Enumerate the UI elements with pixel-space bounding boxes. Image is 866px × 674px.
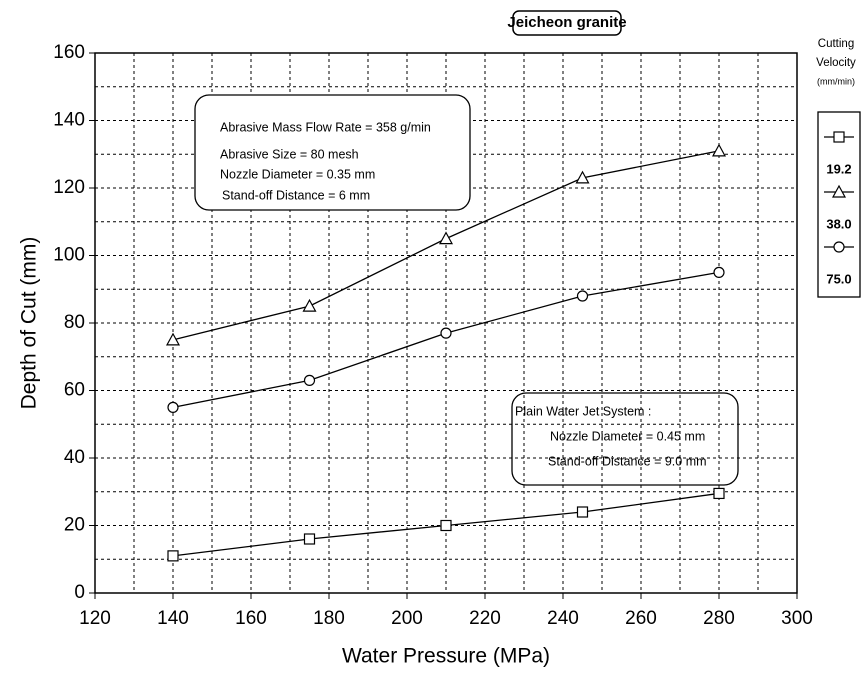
annotation-box [194, 94, 471, 211]
data-point [711, 143, 727, 157]
legend-title: Velocity [816, 57, 856, 69]
data-point [576, 290, 589, 302]
chart-title: Jeicheon granite [507, 14, 626, 31]
x-tick-label: 240 [547, 608, 579, 629]
annotation-text: Abrasive Size = 80 mesh [220, 147, 359, 161]
annotation-text: Stand-off Distance = 6 mm [222, 188, 370, 202]
title-box [512, 10, 622, 36]
data-point [167, 401, 179, 413]
legend-marker [833, 131, 845, 143]
x-tick-label: 300 [781, 608, 813, 629]
plot-frame [94, 52, 798, 594]
data-point [303, 374, 316, 386]
y-tick-label: 120 [53, 177, 85, 198]
data-point [575, 170, 590, 184]
data-point [167, 550, 179, 562]
data-point [302, 298, 317, 312]
series-line [172, 271, 720, 409]
y-tick-label: 80 [64, 312, 85, 333]
data-point [576, 506, 589, 518]
x-tick-label: 180 [313, 608, 345, 629]
y-tick-label: 20 [64, 515, 85, 536]
y-axis-title: Depth of Cut (mm) [18, 237, 41, 410]
x-tick-label: 220 [469, 608, 501, 629]
legend-title: (mm/min) [817, 76, 855, 86]
x-tick-label: 120 [79, 608, 111, 629]
legend-marker [833, 241, 845, 253]
annotation-text: Nozzle Diameter = 0.45 mm [550, 429, 705, 443]
annotation-text: Stand-off Distance = 9.0 mm [548, 454, 707, 468]
legend-box [817, 111, 861, 298]
annotation-text: Plain Water Jet System : [515, 404, 651, 418]
annotation-text: Abrasive Mass Flow Rate = 358 g/min [220, 120, 431, 134]
x-tick-label: 200 [391, 608, 423, 629]
x-tick-label: 280 [703, 608, 735, 629]
legend-label: 19.2 [826, 161, 851, 176]
data-point [165, 332, 181, 346]
y-tick-label: 160 [53, 42, 85, 63]
data-point [438, 231, 454, 245]
data-point [440, 519, 452, 532]
annotation-box [511, 392, 739, 486]
data-point [440, 327, 452, 339]
y-tick-label: 60 [64, 380, 85, 401]
data-point [713, 487, 725, 500]
legend-label: 38.0 [826, 216, 851, 231]
legend-marker [831, 184, 847, 198]
y-tick-label: 0 [74, 582, 85, 603]
legend-label: 75.0 [826, 271, 851, 286]
annotation-text: Nozzle Diameter = 0.35 mm [220, 167, 375, 181]
legend-title: Cutting [818, 38, 854, 50]
y-tick-label: 100 [53, 245, 85, 266]
x-tick-label: 260 [625, 608, 657, 629]
x-axis-title: Water Pressure (MPa) [342, 645, 550, 668]
y-tick-label: 40 [64, 447, 85, 468]
data-point [713, 266, 725, 278]
y-tick-label: 140 [53, 110, 85, 131]
x-tick-label: 160 [235, 608, 267, 629]
x-tick-label: 140 [157, 608, 189, 629]
data-point [303, 533, 316, 545]
